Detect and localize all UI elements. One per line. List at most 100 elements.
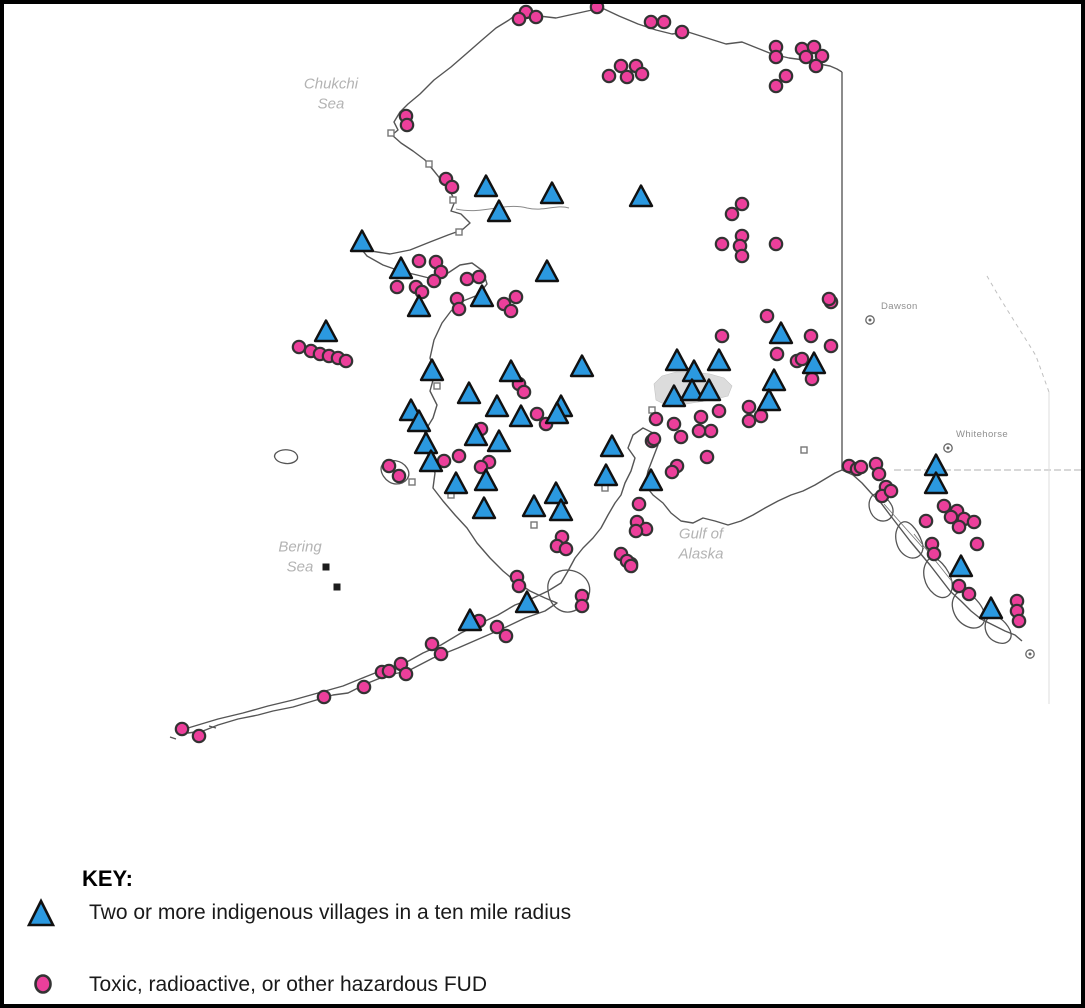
- village-cluster-marker: [486, 199, 512, 223]
- fud-site-marker: [489, 619, 505, 635]
- village-square-marker: [800, 446, 808, 454]
- fud-site-marker: [473, 459, 489, 475]
- village-cluster-marker: [569, 354, 595, 378]
- fud-site-marker: [191, 728, 207, 744]
- village-cluster-marker: [457, 608, 483, 632]
- village-cluster-marker: [756, 388, 782, 412]
- fud-site-marker: [516, 384, 532, 400]
- fud-site-marker: [389, 279, 405, 295]
- fud-site-marker: [498, 628, 514, 644]
- border-yukon-dashed: [986, 275, 1050, 393]
- fud-site-marker: [648, 411, 664, 427]
- fud-site-marker: [768, 236, 784, 252]
- fud-site-marker: [399, 117, 415, 133]
- fud-site-marker: [768, 49, 784, 65]
- fud-site-marker: [936, 498, 952, 514]
- fud-site-marker: [643, 14, 659, 30]
- village-cluster-marker: [498, 359, 524, 383]
- village-cluster-marker: [768, 321, 794, 345]
- fud-site-marker: [823, 338, 839, 354]
- nunivak-island: [380, 459, 410, 485]
- fud-site-marker: [673, 429, 689, 445]
- fud-marker-layer: [174, 4, 1027, 744]
- fud-site-marker: [528, 9, 544, 25]
- fud-site-marker: [451, 301, 467, 317]
- fud-site-marker: [316, 689, 332, 705]
- fud-site-marker: [634, 66, 650, 82]
- village-cluster-marker: [761, 368, 787, 392]
- map-canvas: [169, 4, 1081, 744]
- fud-site-marker: [803, 328, 819, 344]
- fud-site-marker: [794, 351, 810, 367]
- village-cluster-marker: [473, 174, 499, 198]
- fud-site-marker: [338, 353, 354, 369]
- fud-site-marker: [734, 248, 750, 264]
- fud-site-marker: [619, 69, 635, 85]
- fud-site-marker: [691, 423, 707, 439]
- village-square-marker: [433, 382, 441, 390]
- fud-site-marker: [753, 408, 769, 424]
- key-row-villages: Two or more indigenous villages in a ten…: [4, 898, 1081, 932]
- village-triangle-icon: [26, 898, 56, 927]
- fud-site-marker: [664, 464, 680, 480]
- fud-site-marker: [699, 449, 715, 465]
- fud-site-marker: [433, 646, 449, 662]
- fud-circle-icon: [34, 974, 52, 994]
- st-lawrence-island: [273, 449, 299, 465]
- fud-site-marker: [646, 431, 662, 447]
- village-square-marker: [530, 521, 538, 529]
- village-cluster-marker: [388, 256, 414, 280]
- village-cluster-marker: [696, 378, 722, 402]
- village-cluster-marker: [514, 590, 540, 614]
- fud-site-marker: [558, 541, 574, 557]
- fud-site-marker: [961, 586, 977, 602]
- village-marker-layer: [313, 174, 1004, 632]
- fud-site-marker: [601, 68, 617, 84]
- town-marker-dot: [1028, 652, 1032, 656]
- fud-site-marker: [444, 179, 460, 195]
- fud-site-marker: [759, 308, 775, 324]
- village-cluster-marker: [801, 351, 827, 375]
- key-title: KEY:: [82, 866, 133, 891]
- village-square-marker: [449, 196, 457, 204]
- village-cluster-marker: [469, 284, 495, 308]
- fud-site-marker: [778, 68, 794, 84]
- fud-site-marker: [871, 466, 887, 482]
- fud-site-marker: [381, 663, 397, 679]
- fud-site-marker: [174, 721, 190, 737]
- village-square-layer: [387, 129, 808, 529]
- village-cluster-marker: [406, 409, 432, 433]
- fud-site-marker: [951, 519, 967, 535]
- fud-site-marker: [969, 536, 985, 552]
- fud-site-marker: [451, 448, 467, 464]
- village-cluster-marker: [471, 496, 497, 520]
- fud-site-marker: [631, 496, 647, 512]
- village-square-marker: [408, 478, 416, 486]
- fud-site-marker: [883, 483, 899, 499]
- village-cluster-marker: [484, 394, 510, 418]
- village-cluster-marker: [406, 294, 432, 318]
- fud-site-marker: [511, 578, 527, 594]
- fud-site-marker: [628, 523, 644, 539]
- village-cluster-marker: [521, 494, 547, 518]
- islands: [169, 449, 1012, 740]
- village-cluster-marker: [706, 348, 732, 372]
- fud-site-marker: [798, 49, 814, 65]
- fud-site-marker: [291, 339, 307, 355]
- fud-site-marker: [806, 39, 822, 55]
- village-cluster-marker: [539, 181, 565, 205]
- fud-site-marker: [853, 459, 869, 475]
- fud-site-marker: [714, 236, 730, 252]
- village-cluster-marker: [664, 348, 690, 372]
- black-square-marker: [333, 583, 341, 591]
- fud-site-marker: [613, 58, 629, 74]
- fud-site-marker: [656, 14, 672, 30]
- fud-site-marker: [951, 578, 967, 594]
- village-cluster-marker: [544, 401, 570, 425]
- village-cluster-marker: [443, 471, 469, 495]
- village-cluster-marker: [599, 434, 625, 458]
- village-cluster-marker: [948, 554, 974, 578]
- fud-site-marker: [589, 4, 605, 15]
- key-label-fud: Toxic, radioactive, or other hazardous F…: [89, 973, 488, 996]
